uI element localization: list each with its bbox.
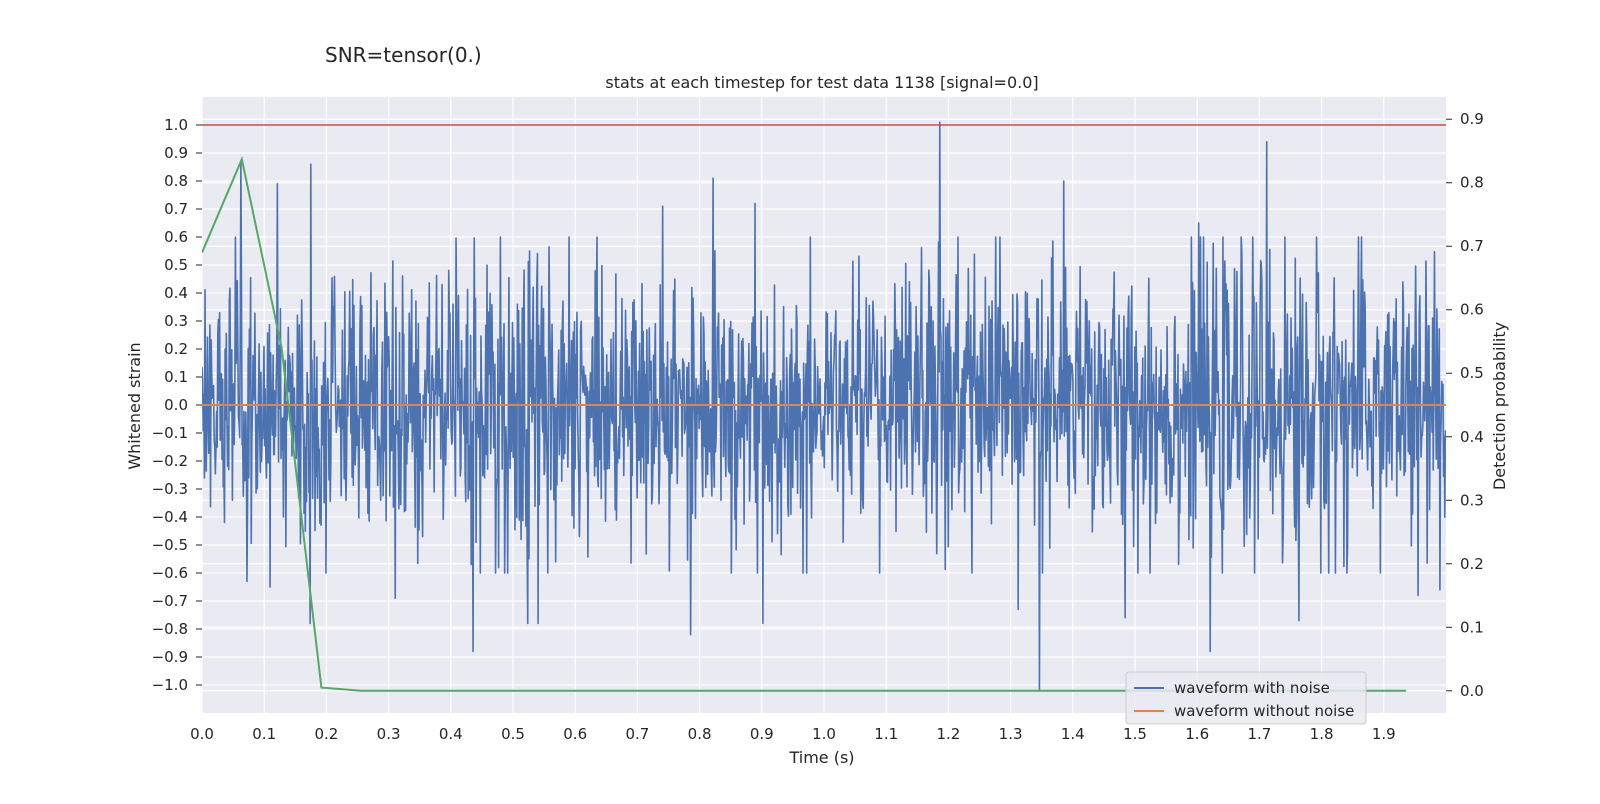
y-tick-label: −0.2 [152,452,188,470]
series-detection-probability [202,155,1407,692]
y-tick-label: 1.0 [164,116,188,134]
data-series-group [202,121,1446,692]
x-tick-label: 0.7 [625,725,649,743]
y2-tick-label: 0.4 [1460,428,1484,446]
y-tick-label: −0.6 [152,564,188,582]
x-tick-label: 1.0 [812,725,836,743]
y2-tick-label: 0.3 [1460,491,1484,509]
y2-tick-label: 0.5 [1460,364,1484,382]
x-tick-label: 0.5 [501,725,525,743]
y-tick-label: 0.9 [164,144,188,162]
y-tick-label: −1.0 [152,676,188,694]
y-tick-label: 0.6 [164,228,188,246]
y-tick-label: −0.1 [152,424,188,442]
y-tick-label: 0.8 [164,172,188,190]
x-tick-label: 0.9 [750,725,774,743]
y2-tick-label: 0.8 [1460,174,1484,192]
y-tick-label: −0.5 [152,536,188,554]
y-tick-label: 0.3 [164,312,188,330]
legend-label: waveform without noise [1174,702,1354,720]
y-tick-label: 0.2 [164,340,188,358]
x-tick-label: 0.0 [190,725,214,743]
y-tick-label: 0.1 [164,368,188,386]
chart-suptitle: SNR=tensor(0.) [325,43,482,67]
y-tick-label: −0.7 [152,592,188,610]
y2-tick-label: 0.2 [1460,555,1484,573]
series-waveform-with-noise [202,121,1446,692]
x-tick-label: 1.5 [1123,725,1147,743]
y2-tick-label: 0.7 [1460,237,1484,255]
x-tick-label: 1.8 [1310,725,1334,743]
x-tick-label: 0.1 [252,725,276,743]
y2-axis-label: Detection probability [1490,322,1509,490]
x-tick-label: 1.4 [1061,725,1085,743]
y-tick-label: −0.9 [152,648,188,666]
y-tick-label: 0.0 [164,396,188,414]
x-tick-label: 1.6 [1185,725,1209,743]
y2-tick-label: 0.9 [1460,110,1484,128]
y2-tick-label: 0.1 [1460,618,1484,636]
y-tick-label: −0.3 [152,480,188,498]
y-tick-label: −0.8 [152,620,188,638]
x-tick-label: 1.2 [936,725,960,743]
y2-tick-label: 0.6 [1460,301,1484,319]
x-tick-label: 1.9 [1372,725,1396,743]
legend-box [1125,671,1367,725]
x-axis-label: Time (s) [788,748,854,767]
legend-box-group: waveform with noise waveform without nois… [1125,671,1367,725]
legend: waveform with noise waveform without nois… [1125,671,1367,725]
legend-label: waveform with noise [1174,679,1330,697]
x-tick-label: 0.8 [688,725,712,743]
x-tick-label: 0.6 [563,725,587,743]
x-tick-label: 0.4 [439,725,463,743]
y-axis-label: Whitened strain [125,342,144,469]
y-tick-label: −0.4 [152,508,188,526]
y-tick-label: 0.4 [164,284,188,302]
x-tick-label: 0.2 [314,725,338,743]
x-tick-label: 0.3 [377,725,401,743]
x-tick-label: 1.1 [874,725,898,743]
y-tick-label: 0.5 [164,256,188,274]
x-tick-label: 1.3 [999,725,1023,743]
y2-tick-label: 0.0 [1460,682,1484,700]
chart-title: stats at each timestep for test data 113… [605,73,1038,92]
x-tick-label: 1.7 [1247,725,1271,743]
plot-area: 0.0 0.1 0.2 0.3 0.4 0.5 0.6 0.7 0.8 0.9 1.0 1.1 1.2 1… [152,97,1484,743]
y-tick-label: 0.7 [164,200,188,218]
